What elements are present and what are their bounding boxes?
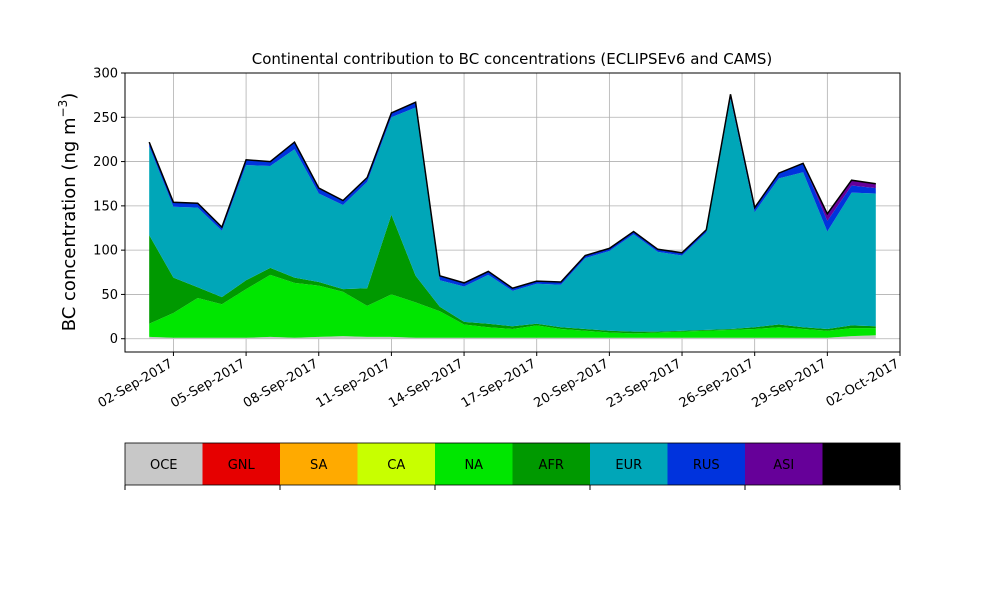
legend-swatch-na — [435, 443, 513, 485]
y-axis-label-exponent: −3 — [56, 100, 70, 118]
legend-label-oce: OCE — [150, 458, 178, 473]
x-tick-label: 17-Sep-2017 — [459, 356, 539, 411]
legend-label-gnl: GNL — [228, 458, 256, 473]
legend-label-na: NA — [464, 458, 483, 473]
x-tick-label: 20-Sep-2017 — [532, 356, 612, 411]
x-tick-label: 02-Oct-2017 — [824, 356, 902, 410]
y-tick-label: 200 — [93, 155, 118, 170]
legend-label-asi: ASI — [773, 458, 794, 473]
legend-swatch-oce — [125, 443, 203, 485]
y-tick-label: 150 — [93, 199, 118, 214]
plot-frame — [124, 72, 901, 353]
area-eur — [149, 98, 876, 332]
legend-swatch-asi — [745, 443, 823, 485]
y-tick-label: 300 — [93, 67, 118, 82]
x-tick-label: 26-Sep-2017 — [677, 356, 757, 411]
x-tick-label: 08-Sep-2017 — [241, 356, 321, 411]
legend-label-ca: CA — [387, 458, 405, 473]
legend-swatch-aus — [822, 443, 900, 485]
y-axis-label-suffix: ) — [59, 93, 80, 100]
y-tick-label: 0 — [110, 332, 118, 347]
y-tick-label: 250 — [93, 111, 118, 126]
x-tick-label: 02-Sep-2017 — [96, 356, 176, 411]
legend-label-aus: AUS — [848, 458, 875, 473]
y-tick-label: 50 — [101, 288, 118, 303]
legend-label-afr: AFR — [539, 458, 564, 473]
area-oce — [149, 335, 876, 339]
x-tick-label: 05-Sep-2017 — [168, 356, 248, 411]
x-axis: 02-Sep-201705-Sep-201708-Sep-201711-Sep-… — [96, 352, 902, 411]
y-axis: 0 50 100 150 200 250 300 — [93, 67, 125, 347]
legend-label-sa: SA — [310, 458, 327, 473]
legend-swatch-ca — [357, 443, 435, 485]
x-tick-label: 14-Sep-2017 — [386, 356, 466, 411]
legend-swatch-gnl — [202, 443, 280, 485]
x-tick-label: 29-Sep-2017 — [750, 356, 830, 411]
legend-swatch-sa — [280, 443, 358, 485]
total-line — [148, 94, 876, 290]
area-na — [149, 274, 876, 338]
legend: OCE GNL SA CA NA AFR EUR RUS ASI AUS — [124, 442, 901, 490]
x-tick-label: 11-Sep-2017 — [314, 356, 394, 411]
legend-swatch-rus — [667, 443, 745, 485]
chart-title: Continental contribution to BC concentra… — [252, 50, 773, 68]
y-axis-label: BC concentration (ng m−3) — [56, 93, 80, 332]
legend-swatch-eur — [590, 443, 668, 485]
legend-swatch-afr — [512, 443, 590, 485]
legend-frame — [124, 442, 901, 486]
y-axis-label-main: BC concentration (ng m — [59, 117, 80, 331]
x-tick-label: 23-Sep-2017 — [604, 356, 684, 411]
legend-label-rus: RUS — [693, 458, 720, 473]
stacked-areas — [149, 94, 876, 339]
y-tick-label: 100 — [93, 244, 118, 259]
legend-label-eur: EUR — [615, 458, 642, 473]
